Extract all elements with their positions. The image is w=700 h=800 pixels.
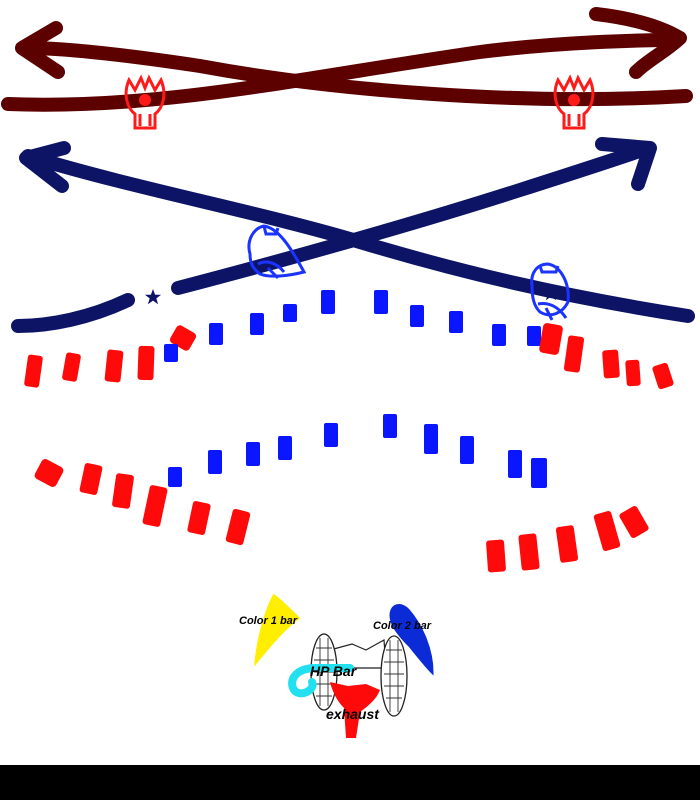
- blue-bullet: [383, 414, 397, 438]
- blue-bullet: [168, 467, 182, 487]
- blue-bullet: [531, 458, 547, 488]
- blue-bullet: [164, 344, 178, 362]
- blue-bullet: [527, 326, 541, 346]
- dark-red-arrowhead-left: [15, 21, 65, 79]
- red-bullets-right-upper: [539, 323, 674, 390]
- red-bullet: [112, 473, 134, 509]
- red-bullet: [104, 349, 124, 383]
- blue-bullet: [283, 304, 297, 322]
- blue-bullet: [492, 324, 506, 346]
- navy-path-left-tail: [11, 293, 135, 333]
- red-bullets-right-lower: [486, 505, 649, 573]
- red-bullet: [486, 539, 506, 573]
- blue-bullet: [410, 305, 424, 327]
- red-bullet: [539, 323, 563, 355]
- navy-arrowhead-right: [595, 137, 657, 191]
- red-bullet: [24, 354, 43, 388]
- blue-bullet: [278, 436, 292, 460]
- red-bullet: [137, 345, 155, 381]
- exhaust-label: exhaust: [326, 706, 379, 722]
- exhaust-shape: [330, 682, 380, 738]
- color2-bar-label: Color 2 bar: [373, 620, 432, 632]
- blue-bullets-lower: [168, 414, 547, 488]
- red-bullet: [563, 335, 585, 373]
- blue-bullet: [209, 323, 223, 345]
- red-bullet: [555, 525, 579, 563]
- blue-bullet: [324, 423, 338, 447]
- blue-walker-icon: [530, 262, 570, 321]
- blue-bullet: [374, 290, 388, 314]
- blue-bullet: [246, 442, 260, 466]
- red-bullet: [187, 501, 211, 535]
- blue-bullet: [449, 311, 463, 333]
- bullet-arc-lower: [34, 414, 649, 573]
- red-bullet: [625, 359, 641, 387]
- red-bullet: [34, 459, 64, 487]
- red-walker-icon: [124, 74, 166, 130]
- color1-bar-label: Color 1 bar: [239, 615, 298, 627]
- red-bullet: [142, 485, 168, 527]
- blue-bullet: [208, 450, 222, 474]
- red-walker-icon: [553, 74, 595, 130]
- red-bullet: [619, 505, 649, 539]
- blue-bullet: [508, 450, 522, 478]
- blue-bullets-upper: [164, 290, 541, 362]
- red-bullets-left-lower: [34, 459, 251, 546]
- blue-walker-icon: [247, 224, 307, 280]
- star-icon: [542, 285, 560, 301]
- red-bullet: [62, 352, 81, 382]
- bullet-arc-upper: [24, 290, 674, 390]
- blue-bullet: [424, 424, 438, 454]
- star-icon: [144, 289, 162, 305]
- hp-bar-label: HP Bar: [310, 663, 357, 679]
- red-bullet: [652, 362, 674, 390]
- navy-flight-paths: [11, 137, 695, 333]
- navy-arrowhead-left: [19, 141, 71, 193]
- bottom-black-bar: [0, 765, 700, 800]
- red-bullet: [602, 349, 620, 379]
- blue-bullet: [250, 313, 264, 335]
- ship-right-engine: [380, 635, 408, 717]
- hp-bar-shape: [288, 664, 354, 698]
- dark-red-arrowhead-right: [589, 7, 687, 79]
- blue-bullet: [321, 290, 335, 314]
- blue-bullet: [460, 436, 474, 464]
- player-ship-icon: [254, 593, 434, 738]
- red-bullet: [79, 463, 103, 495]
- red-bullet: [518, 533, 540, 571]
- red-bullet: [593, 510, 621, 552]
- color1-bar-shape: [254, 593, 301, 667]
- red-bullet: [225, 508, 251, 546]
- color2-bar-shape: [389, 604, 434, 676]
